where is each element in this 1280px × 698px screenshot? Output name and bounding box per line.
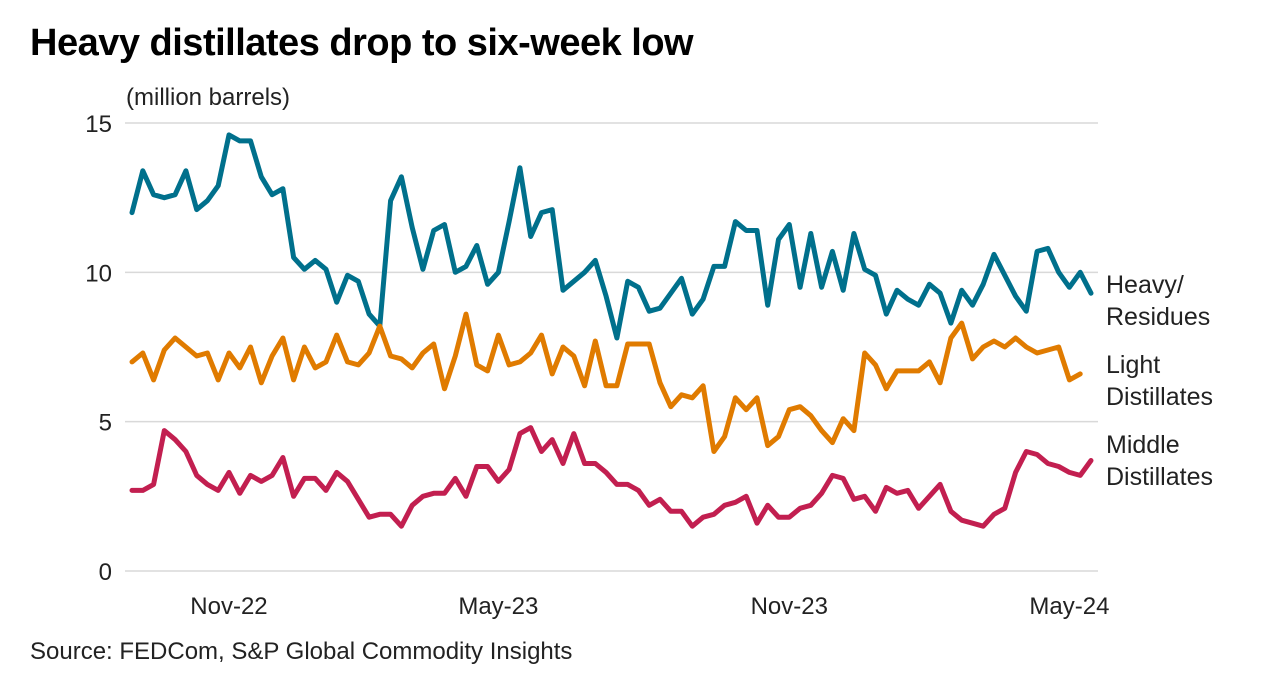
x-tick-label: Nov-23 — [751, 593, 828, 620]
y-axis-unit-label: (million barrels) — [126, 84, 291, 111]
legend: Heavy/Residues Light Distillates Middle Dist… — [1106, 271, 1213, 491]
y-tick-label: 10 — [85, 260, 112, 287]
y-axis-ticks: 0 5 10 15 — [85, 111, 112, 586]
x-tick-label: May-24 — [1029, 593, 1109, 620]
x-axis-ticks: Nov-22 May-23 Nov-23 May-24 — [190, 593, 1109, 620]
source-note: Source: FEDCom, S&P Global Commodity Ins… — [30, 638, 573, 665]
legend-label: Light — [1106, 351, 1160, 379]
chart-title: Heavy distillates drop to six-week low — [30, 22, 694, 64]
legend-item-middle-distillates: Middle Distillates — [1106, 431, 1213, 491]
series-lines — [129, 132, 1094, 529]
legend-label: Middle — [1106, 431, 1180, 459]
legend-item-light-distillates: Light Distillates — [1106, 351, 1213, 411]
series-line-heavy-residues — [129, 132, 1094, 341]
y-tick-label: 0 — [99, 559, 112, 586]
legend-label: Heavy/ — [1106, 271, 1184, 299]
legend-label: Distillates — [1106, 383, 1213, 411]
y-tick-label: 15 — [85, 111, 112, 138]
legend-item-heavy-residues: Heavy/Residues — [1106, 271, 1210, 331]
legend-label: Residues — [1106, 303, 1210, 331]
series-line-middle-distillates — [129, 425, 1094, 529]
y-tick-label: 5 — [99, 410, 112, 437]
series-line-light-distillates — [129, 311, 1083, 454]
x-tick-label: Nov-22 — [190, 593, 267, 620]
legend-label: Distillates — [1106, 463, 1213, 491]
gridlines — [125, 122, 1098, 572]
x-tick-label: May-23 — [458, 593, 538, 620]
